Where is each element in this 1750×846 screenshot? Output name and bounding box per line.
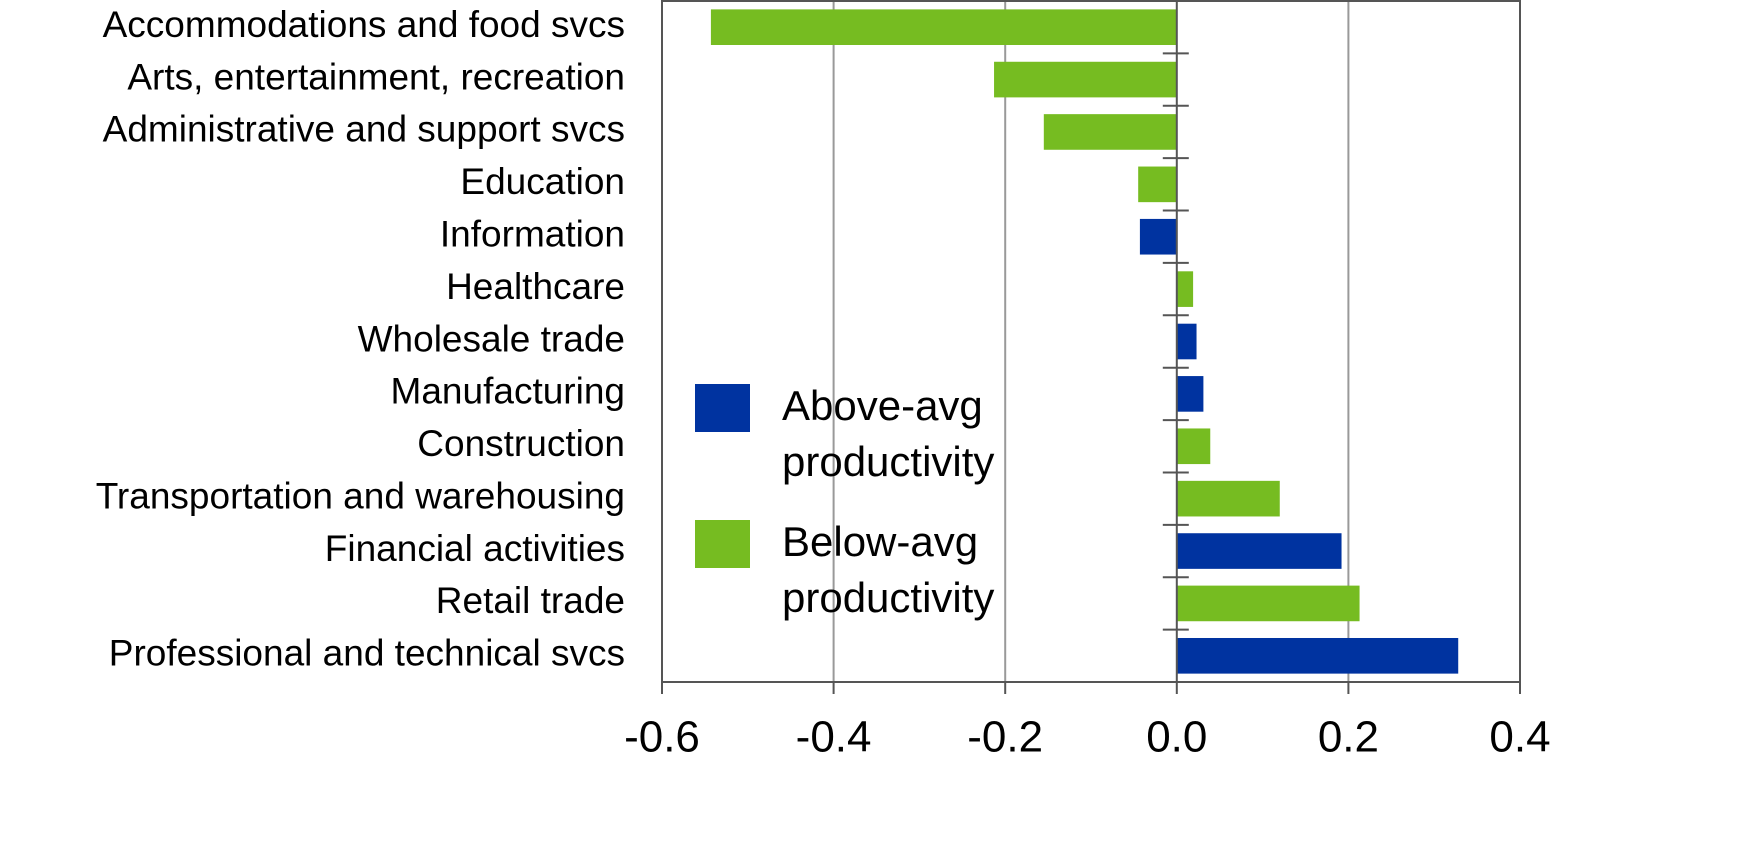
bar: [1176, 376, 1204, 412]
y-tick-label: Retail trade: [436, 580, 625, 621]
x-tick-label: 0.2: [1318, 713, 1379, 762]
y-tick-label: Construction: [417, 423, 625, 464]
y-tick-label: Transportation and warehousing: [96, 475, 625, 516]
y-tick-label: Professional and technical svcs: [109, 633, 625, 674]
bar: [710, 9, 1177, 46]
y-tick-label: Administrative and support svcs: [103, 109, 625, 150]
y-tick-label: Arts, entertainment, recreation: [127, 56, 625, 97]
bar: [1176, 637, 1459, 674]
bar: [1176, 428, 1211, 465]
y-tick-label: Financial activities: [325, 528, 625, 569]
bar: [1176, 480, 1280, 517]
x-tick-label: 0.4: [1489, 713, 1550, 762]
x-tick-label: -0.6: [624, 713, 700, 762]
bar: [1176, 533, 1342, 569]
bar: [1176, 585, 1360, 622]
x-tick-label: -0.4: [796, 713, 872, 762]
bar: [994, 61, 1177, 98]
bar: [1139, 218, 1177, 255]
x-tick-label: 0.0: [1146, 713, 1207, 762]
y-tick-label: Information: [440, 214, 625, 255]
y-tick-label: Education: [460, 161, 625, 202]
bar: [1043, 114, 1177, 150]
legend-swatch: [695, 520, 750, 568]
y-tick-label: Accommodations and food svcs: [103, 4, 625, 45]
legend-label: Above-avg productivity: [782, 382, 995, 485]
bar: [1176, 271, 1194, 307]
legend-label: Below-avg productivity: [782, 518, 995, 621]
y-tick-label: Wholesale trade: [358, 318, 625, 359]
plot-frame: [661, 0, 1521, 683]
y-tick-label: Healthcare: [446, 266, 625, 307]
y-tick-label: Manufacturing: [391, 371, 625, 412]
x-tick-label: -0.2: [967, 713, 1043, 762]
bar: [1176, 323, 1197, 360]
legend-swatch: [695, 384, 750, 432]
bar: [1138, 166, 1177, 203]
